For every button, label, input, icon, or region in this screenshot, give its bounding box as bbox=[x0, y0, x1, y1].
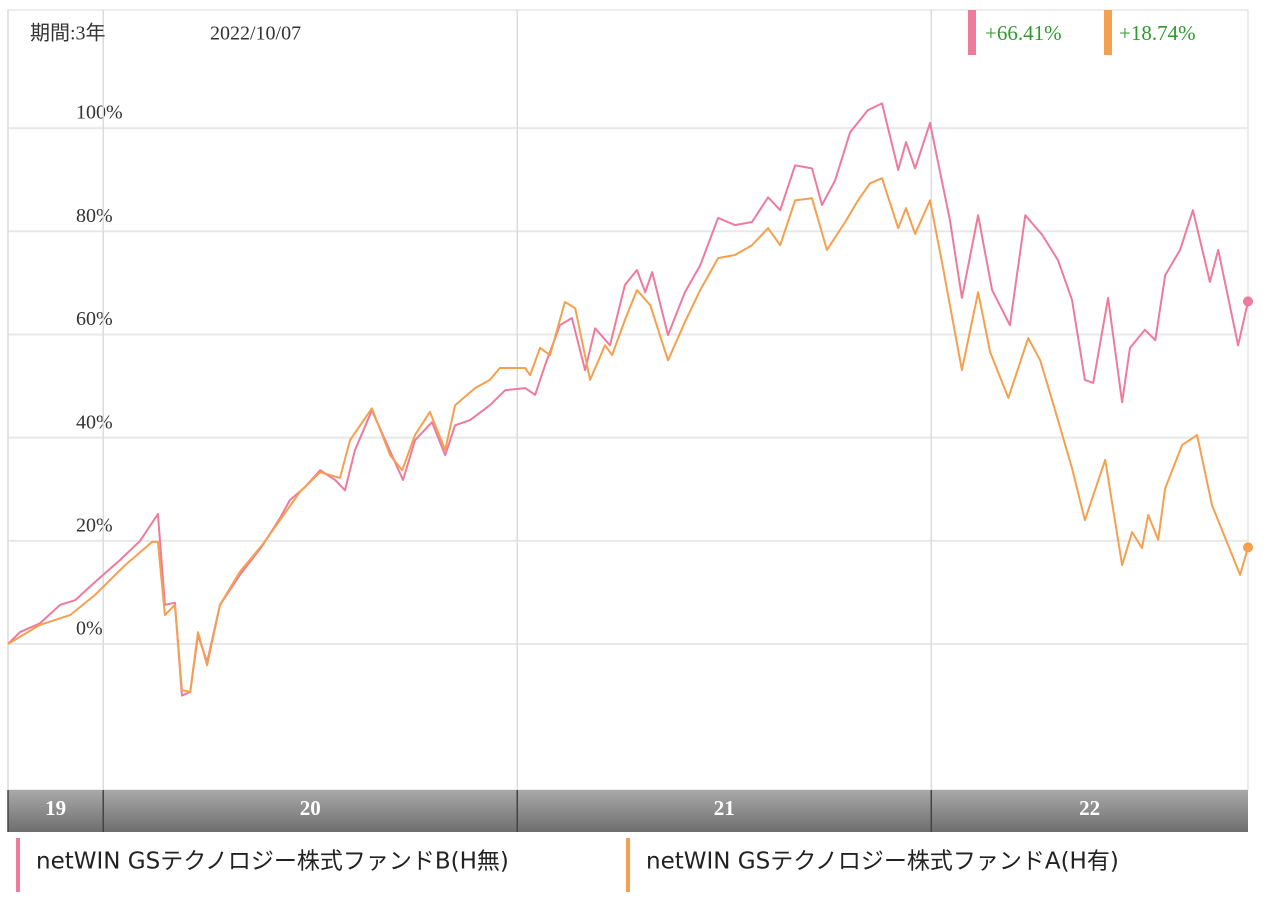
y-tick-label: 0% bbox=[76, 618, 103, 640]
return-label: +66.41% bbox=[985, 21, 1062, 45]
y-tick-label: 100% bbox=[76, 102, 123, 124]
year-band bbox=[8, 790, 1248, 832]
y-tick-label: 20% bbox=[76, 514, 113, 536]
return-swatch bbox=[968, 10, 976, 55]
end-point bbox=[1243, 296, 1253, 307]
legend-swatch bbox=[626, 838, 630, 892]
period-label: 期間:3年 bbox=[30, 22, 106, 45]
x-tick-label: 19 bbox=[45, 796, 66, 820]
y-tick-label: 40% bbox=[76, 411, 113, 433]
series-line bbox=[7, 177, 1249, 693]
y-tick-label: 80% bbox=[76, 205, 113, 227]
date-label: 2022/10/07 bbox=[210, 23, 301, 45]
legend-swatch bbox=[16, 838, 20, 892]
legend-label: netWIN GSテクノロジー株式ファンドA(H有) bbox=[646, 849, 1119, 875]
legend-label: netWIN GSテクノロジー株式ファンドB(H無) bbox=[36, 849, 509, 875]
end-point bbox=[1243, 542, 1253, 553]
x-tick-label: 20 bbox=[300, 796, 321, 820]
return-label: +18.74% bbox=[1119, 21, 1196, 45]
return-swatch bbox=[1104, 10, 1112, 55]
y-tick-label: 60% bbox=[76, 308, 113, 330]
x-tick-label: 22 bbox=[1079, 796, 1100, 820]
x-tick-label: 21 bbox=[714, 796, 735, 820]
plot-area bbox=[7, 9, 1249, 791]
